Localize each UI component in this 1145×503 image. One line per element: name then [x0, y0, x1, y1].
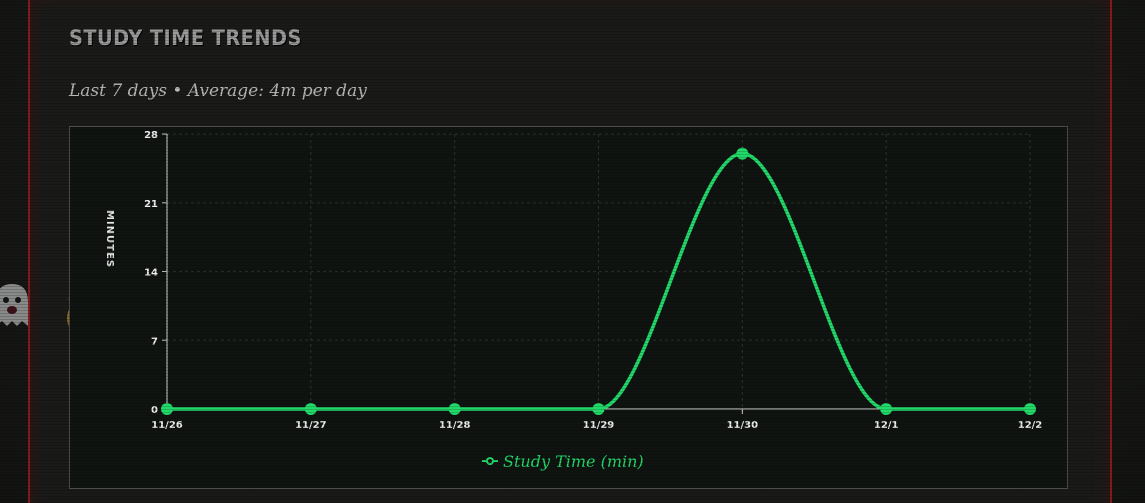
- chart-series: [161, 147, 1036, 415]
- chart-legend[interactable]: Study Time (min): [482, 452, 644, 471]
- study-time-line-chart: 0 7 14 21 28 11/26 11/27 11/28 11/29 11/30 12/1 12/…: [104, 130, 1042, 471]
- x-tick-label: 12/2: [1018, 420, 1043, 431]
- legend-label: Study Time (min): [503, 452, 644, 471]
- series-line: [166, 151, 1030, 411]
- x-tick-label: 11/26: [151, 420, 183, 431]
- y-tick-label: 0: [151, 405, 158, 416]
- data-point[interactable]: [448, 403, 461, 415]
- chart-axes: 0 7 14 21 28 11/26 11/27 11/28 11/29 11/30 12/1 12/…: [144, 130, 1042, 431]
- chart-grid: [166, 133, 1031, 410]
- y-tick-label: 21: [144, 199, 158, 210]
- data-point[interactable]: [736, 147, 749, 160]
- data-point[interactable]: [880, 403, 893, 415]
- x-tick-label: 11/27: [295, 420, 327, 431]
- section-subtitle: Last 7 days • Average: 4m per day: [69, 81, 367, 101]
- x-tick-label: 12/1: [874, 420, 899, 431]
- y-axis-label: MINUTES: [104, 210, 115, 268]
- legend-marker-swatch: [486, 457, 494, 465]
- chart-container: 0 7 14 21 28 11/26 11/27 11/28 11/29 11/30 12/1 12/…: [69, 126, 1068, 489]
- x-tick-label: 11/29: [583, 420, 615, 431]
- data-point[interactable]: [161, 403, 173, 415]
- x-tick-label: 11/28: [439, 420, 471, 431]
- y-tick-label: 28: [144, 130, 158, 141]
- y-tick-label: 14: [144, 268, 158, 279]
- y-tick-label: 7: [151, 336, 158, 347]
- x-tick-label: 11/30: [727, 420, 759, 431]
- data-point[interactable]: [1024, 403, 1036, 415]
- section-title: STUDY TIME TRENDS: [69, 26, 302, 50]
- data-point[interactable]: [592, 403, 605, 415]
- data-point[interactable]: [304, 403, 317, 415]
